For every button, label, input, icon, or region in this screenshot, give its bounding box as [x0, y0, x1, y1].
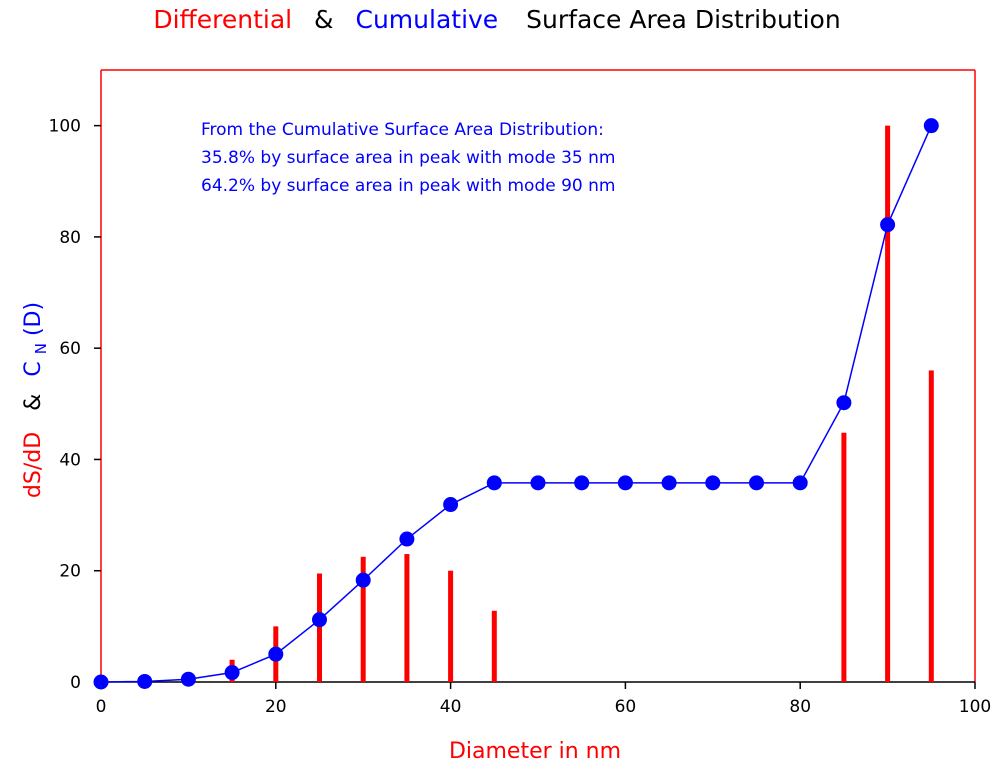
cumulative-series-line	[100, 125, 932, 683]
x-tick-label: 100	[959, 697, 991, 717]
cumulative-point	[705, 475, 721, 491]
y-tick-label: 0	[70, 673, 81, 693]
x-tick-label: 20	[265, 697, 287, 717]
y-tick-label: 100	[49, 117, 81, 137]
differential-bar	[841, 432, 847, 682]
cumulative-point	[617, 475, 633, 491]
ylabel-subscript: N	[32, 343, 50, 354]
title-rest: Surface Area Distribution	[526, 5, 841, 34]
differential-bars	[229, 125, 934, 683]
cumulative-point	[399, 531, 415, 547]
cumulative-point	[530, 475, 546, 491]
cumulative-point	[355, 572, 371, 588]
ylabel-ampersand: &	[21, 394, 46, 411]
cumulative-point	[836, 395, 852, 411]
differential-bar	[404, 554, 410, 682]
annotation-block: From the Cumulative Surface Area Distrib…	[201, 120, 615, 196]
y-tick-label: 80	[59, 228, 81, 248]
cumulative-point	[180, 671, 196, 687]
cumulative-point	[574, 475, 590, 491]
cumulative-point	[792, 475, 808, 491]
plot-frame	[100, 69, 976, 683]
ylabel-dsdd: dS/dD	[21, 432, 46, 498]
annotation-line-1: From the Cumulative Surface Area Distrib…	[201, 120, 604, 140]
cumulative-point	[224, 665, 240, 681]
cumulative-points	[93, 118, 939, 690]
differential-bar	[360, 556, 366, 682]
y-tick-label: 20	[59, 562, 81, 582]
cumulative-point	[749, 475, 764, 491]
cumulative-point	[268, 646, 284, 662]
title-cumulative: Cumulative	[356, 5, 499, 34]
y-axis-title: dS/dD & C N (D)	[21, 302, 52, 498]
x-tick-label: 80	[789, 697, 811, 717]
ylabel-d: (D)	[21, 302, 46, 336]
x-axis-title: Diameter in nm	[449, 739, 621, 764]
x-tick-label: 40	[440, 697, 462, 717]
cumulative-point	[880, 217, 896, 233]
title-ampersand: &	[314, 5, 334, 34]
x-tick-label: 0	[96, 697, 107, 717]
y-axis: 0 20 40 60 80 100	[49, 117, 101, 693]
cumulative-point	[443, 497, 459, 513]
ylabel-c: C	[21, 361, 46, 376]
title-differential: Differential	[153, 5, 292, 34]
cumulative-point	[312, 612, 327, 628]
annotation-line-3: 64.2% by surface area in peak with mode …	[201, 176, 615, 196]
y-tick-label: 40	[59, 450, 81, 470]
differential-bar	[928, 370, 934, 682]
annotation-line-2: 35.8% by surface area in peak with mode …	[201, 148, 615, 168]
cumulative-point	[93, 674, 109, 690]
differential-bar	[491, 610, 497, 682]
cumulative-line	[100, 125, 932, 683]
chart-title: Differential & Cumulative Surface Area D…	[153, 5, 840, 34]
cumulative-point	[661, 475, 677, 491]
cumulative-point	[923, 118, 939, 134]
differential-bar	[885, 125, 891, 683]
cumulative-point	[486, 475, 502, 491]
x-tick-label: 60	[615, 697, 637, 717]
differential-bar	[448, 570, 454, 682]
y-tick-label: 60	[59, 339, 81, 359]
cumulative-point	[137, 673, 153, 689]
differential-bar	[317, 573, 322, 682]
x-axis: 0 20 40 60 80 100	[96, 682, 991, 717]
